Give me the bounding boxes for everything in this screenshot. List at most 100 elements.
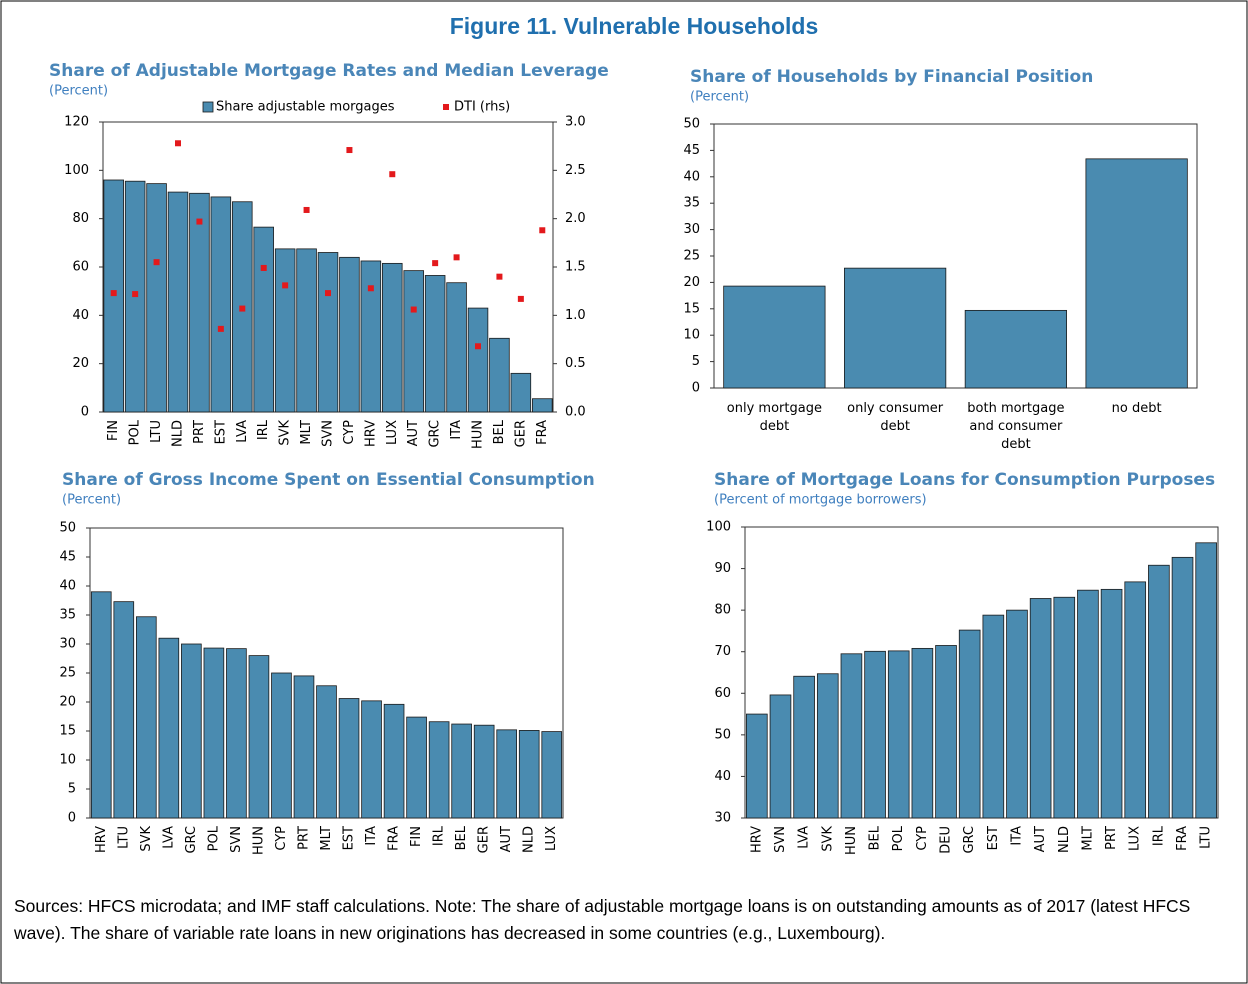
bar bbox=[253, 226, 274, 413]
figure-title: Figure 11. Vulnerable Households bbox=[450, 13, 819, 39]
bar bbox=[90, 591, 112, 819]
legend-swatch bbox=[202, 101, 214, 113]
y2-tick-label: 0.0 bbox=[565, 405, 586, 420]
bar bbox=[296, 248, 317, 413]
x-tick-label: LTU bbox=[116, 826, 131, 849]
y2-tick-label: 2.5 bbox=[565, 163, 586, 178]
y-tick-label: 20 bbox=[59, 695, 76, 710]
x-tick-label: AUT bbox=[406, 420, 421, 446]
x-tick-label: MLT bbox=[319, 826, 334, 851]
x-tick-label: BEL bbox=[868, 825, 883, 850]
marker bbox=[260, 264, 267, 271]
chart-title: Share of Mortgage Loans for Consumption … bbox=[714, 470, 1215, 490]
y2-tick-label: 1.0 bbox=[565, 308, 586, 323]
y-tick-label: 40 bbox=[683, 169, 700, 184]
x-tick-label: BEL bbox=[454, 825, 469, 850]
y-tick-label: 25 bbox=[683, 249, 700, 264]
bar bbox=[467, 307, 489, 413]
chart-title: Share of Households by Financial Positio… bbox=[690, 67, 1093, 87]
marker bbox=[110, 290, 117, 297]
x-tick-label: MLT bbox=[1080, 826, 1095, 851]
bar bbox=[146, 183, 167, 413]
y-tick-label: 0 bbox=[81, 405, 89, 420]
x-tick-label: SVN bbox=[321, 420, 336, 447]
bar bbox=[113, 601, 135, 819]
marker bbox=[175, 140, 181, 147]
x-tick-label: only consumer debt bbox=[847, 401, 944, 434]
bar bbox=[1195, 542, 1217, 819]
x-tick-label: IRL bbox=[1151, 825, 1166, 846]
bar bbox=[383, 703, 405, 819]
x-tick-label: EST bbox=[986, 826, 1001, 850]
x-tick-label: HRV bbox=[363, 420, 378, 447]
marker bbox=[453, 254, 460, 261]
bar bbox=[248, 655, 270, 819]
x-tick-label: SVK bbox=[820, 826, 835, 852]
marker bbox=[367, 285, 374, 292]
x-tick-label: HRV bbox=[749, 826, 764, 853]
bar bbox=[518, 730, 540, 819]
y-tick-label: 10 bbox=[59, 753, 76, 768]
x-tick-label: DEU bbox=[939, 826, 954, 854]
x-tick-label: FIN bbox=[409, 826, 424, 847]
x-tick-label: IRL bbox=[256, 419, 271, 440]
bar bbox=[293, 675, 315, 819]
bar bbox=[1053, 596, 1076, 819]
y-tick-label: 40 bbox=[714, 769, 731, 784]
y-tick-label: 30 bbox=[683, 222, 700, 237]
x-tick-label: HUN bbox=[844, 826, 859, 855]
y-tick-label: 15 bbox=[683, 301, 700, 316]
legend-label: Share adjustable morgages bbox=[216, 100, 395, 115]
marker bbox=[196, 218, 203, 225]
x-tick-label: POL bbox=[206, 825, 221, 851]
y-tick-label: 5 bbox=[692, 354, 700, 369]
x-tick-label: NLD bbox=[522, 826, 537, 853]
x-tick-label: LUX bbox=[385, 420, 400, 445]
x-tick-label: FRA bbox=[1175, 826, 1190, 851]
legend-swatch bbox=[443, 104, 449, 110]
bar bbox=[382, 262, 403, 413]
x-tick-label: ITA bbox=[364, 826, 379, 846]
bar bbox=[911, 647, 934, 819]
x-tick-label: PRT bbox=[1104, 826, 1119, 850]
bar bbox=[496, 729, 518, 819]
bar bbox=[982, 614, 1005, 819]
bar bbox=[510, 372, 532, 413]
x-tick-label: LVA bbox=[235, 420, 250, 443]
y-tick-label: 60 bbox=[714, 686, 731, 701]
bar bbox=[167, 191, 189, 413]
x-tick-label: CYP bbox=[915, 826, 930, 851]
x-tick-label: LTU bbox=[149, 420, 164, 443]
y-tick-label: 30 bbox=[714, 811, 731, 826]
marker bbox=[132, 291, 139, 298]
bar bbox=[338, 698, 360, 819]
y-tick-label: 20 bbox=[72, 356, 89, 371]
marker bbox=[282, 282, 289, 289]
bar bbox=[361, 700, 382, 819]
y-tick-label: 50 bbox=[714, 727, 731, 742]
x-tick-label: HRV bbox=[94, 826, 109, 853]
marker bbox=[239, 305, 246, 312]
x-tick-label: both mortgage and consumer debt bbox=[967, 401, 1065, 452]
plot-frame bbox=[744, 526, 1219, 819]
x-tick-label: SVN bbox=[229, 826, 244, 853]
x-tick-label: PRT bbox=[296, 826, 311, 850]
marker bbox=[303, 206, 310, 213]
marker bbox=[517, 295, 524, 302]
bar bbox=[887, 650, 910, 819]
x-tick-label: EST bbox=[342, 826, 357, 850]
y-tick-label: 120 bbox=[64, 115, 89, 130]
x-tick-label: POL bbox=[128, 419, 143, 445]
x-tick-label: ITA bbox=[449, 420, 464, 440]
y-tick-label: 90 bbox=[714, 561, 731, 576]
bar bbox=[769, 694, 792, 819]
y-tick-label: 50 bbox=[59, 521, 76, 536]
bar bbox=[1006, 609, 1028, 819]
marker bbox=[325, 290, 331, 297]
x-tick-label: FRA bbox=[387, 826, 402, 851]
marker bbox=[217, 325, 224, 332]
x-tick-label: PRT bbox=[192, 420, 207, 444]
bar bbox=[189, 192, 210, 413]
marker bbox=[475, 343, 481, 350]
